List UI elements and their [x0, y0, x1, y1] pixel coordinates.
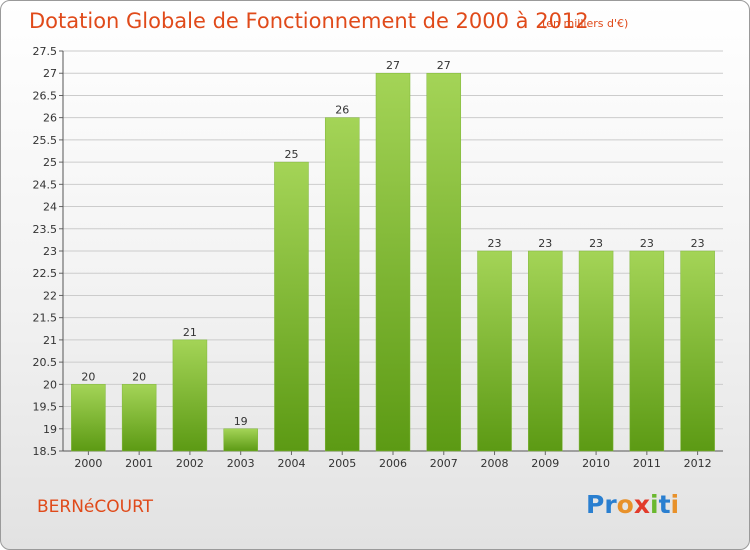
x-tick-label: 2007	[430, 457, 458, 470]
y-tick-label: 27	[43, 67, 57, 80]
y-tick-label: 24	[43, 201, 57, 214]
chart-unit: (en milliers d'€)	[542, 17, 629, 30]
chart-title: Dotation Globale de Fonctionnement de 20…	[29, 9, 589, 33]
y-tick-label: 19.5	[33, 401, 58, 414]
logo-letter: o	[616, 490, 634, 519]
value-label: 20	[132, 370, 146, 383]
y-tick-label: 26	[43, 112, 57, 125]
bar-2010	[578, 250, 614, 452]
bar-2011	[629, 250, 665, 452]
x-tick-label: 2008	[481, 457, 509, 470]
y-tick-label: 25.5	[33, 134, 58, 147]
logo-letter: t	[658, 490, 671, 519]
logo-letter: r	[604, 490, 617, 519]
logo-letter: x	[633, 490, 650, 519]
bar-2002	[172, 339, 208, 452]
x-tick-label: 2001	[125, 457, 153, 470]
bar-2012	[680, 250, 715, 452]
x-tick-label: 2010	[582, 457, 610, 470]
value-label: 20	[81, 370, 95, 383]
y-tick-label: 18.5	[33, 445, 58, 458]
value-label: 23	[691, 237, 705, 250]
y-tick-label: 20.5	[33, 356, 58, 369]
y-tick-label: 25	[43, 156, 57, 169]
value-label: 27	[437, 59, 451, 72]
value-label: 25	[284, 148, 298, 161]
logo-letter: i	[670, 490, 680, 519]
value-label: 23	[640, 237, 654, 250]
value-label: 23	[538, 237, 552, 250]
bar-2009	[528, 250, 563, 452]
y-tick-label: 20	[43, 378, 57, 391]
bar-2004	[274, 161, 309, 452]
x-tick-label: 2006	[379, 457, 407, 470]
bar-2001	[121, 384, 157, 452]
y-tick-label: 26.5	[33, 89, 58, 102]
x-tick-label: 2009	[531, 457, 559, 470]
x-tick-label: 2012	[684, 457, 712, 470]
y-tick-label: 24.5	[33, 178, 58, 191]
x-tick-label: 2003	[227, 457, 255, 470]
y-tick-label: 19	[43, 423, 57, 436]
bars	[71, 72, 715, 452]
y-tick-label: 27.5	[33, 45, 58, 58]
y-tick-label: 22	[43, 289, 57, 302]
value-label: 23	[488, 237, 502, 250]
value-labels: 20 20 21 19 25 26 27 27 23 23 23 23 23	[81, 59, 704, 428]
bar-2003	[223, 428, 258, 452]
commune-name: BERNéCOURT	[37, 497, 154, 517]
bar-2008	[477, 250, 512, 452]
x-tick-label: 2004	[277, 457, 305, 470]
proxiti-logo[interactable]: Proxiti	[586, 490, 679, 519]
value-label: 19	[234, 415, 248, 428]
value-label: 21	[183, 326, 197, 339]
x-tick-label: 2011	[633, 457, 661, 470]
y-tick-label: 23	[43, 245, 57, 258]
value-label: 26	[335, 104, 349, 117]
y-tick-label: 23.5	[33, 223, 58, 236]
x-tick-label: 2005	[328, 457, 356, 470]
y-tick-label: 21	[43, 334, 57, 347]
value-label: 27	[386, 59, 400, 72]
logo-letter: i	[650, 490, 659, 519]
bar-2006	[375, 72, 411, 452]
y-tick-label: 22.5	[33, 267, 58, 280]
bar-2005	[324, 117, 360, 452]
x-tick-label: 2002	[176, 457, 204, 470]
axes: 18.5 19 19.5 20 20.5 21 21.5 22 22.5 23 23.5 24 24.5…	[33, 45, 723, 470]
bar-2007	[426, 72, 462, 452]
value-label: 23	[589, 237, 603, 250]
y-tick-label: 21.5	[33, 312, 58, 325]
x-tick-label: 2000	[74, 457, 102, 470]
bar-2000	[71, 384, 106, 452]
logo-letter: P	[586, 490, 605, 519]
